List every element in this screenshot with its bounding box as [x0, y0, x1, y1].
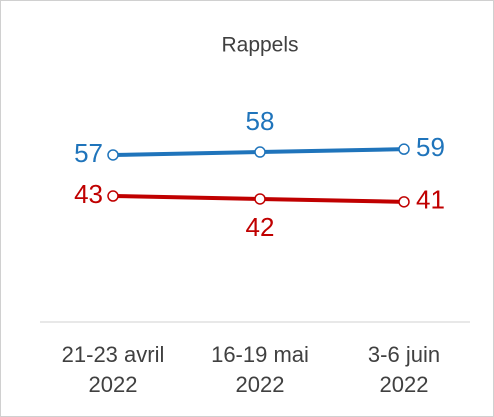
x-tick-label: 16-19 mai 2022: [211, 342, 309, 397]
point: [398, 196, 410, 208]
x-tick-label: 3-6 juin 2022: [368, 342, 440, 397]
point: [107, 149, 119, 161]
x-tick-label-line: 3-6 juin: [368, 342, 440, 367]
chart-title: Rappels: [221, 34, 298, 57]
x-tick-label: 21-23 avril 2022: [62, 342, 165, 397]
value-label: 59: [416, 132, 445, 162]
value-label: 41: [416, 185, 445, 215]
x-tick-label-line: 16-19 mai: [211, 342, 309, 367]
value-label: 57: [74, 138, 103, 168]
point: [398, 143, 410, 155]
point: [107, 190, 119, 202]
value-label: 43: [74, 179, 103, 209]
x-tick-label-line: 2022: [89, 372, 138, 397]
x-tick-label-line: 21-23 avril: [62, 342, 165, 367]
point: [254, 193, 266, 205]
point: [254, 146, 266, 158]
x-tick-label-line: 2022: [380, 372, 429, 397]
x-tick-label-line: 2022: [236, 372, 285, 397]
value-label: 42: [246, 212, 275, 242]
value-label: 58: [246, 106, 275, 136]
